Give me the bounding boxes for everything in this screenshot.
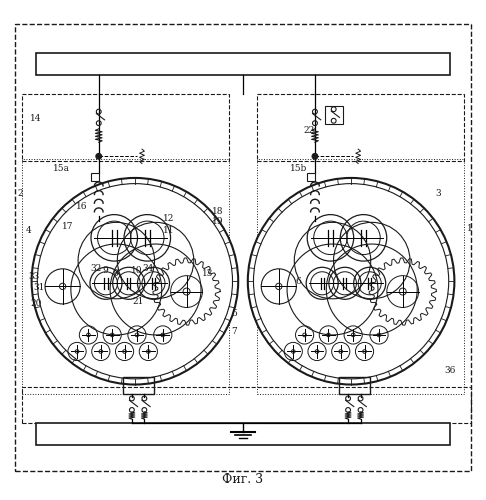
Text: 5: 5 (231, 309, 237, 318)
Text: 2: 2 (17, 189, 23, 198)
Text: 17: 17 (62, 222, 74, 232)
Bar (339, 378, 370, 394)
Text: 31: 31 (34, 283, 45, 292)
Bar (22, 387, 471, 423)
Text: 7: 7 (231, 327, 237, 336)
Bar (36, 423, 450, 444)
Text: 15a: 15a (53, 164, 70, 173)
Bar (22, 158, 228, 394)
Text: 12: 12 (163, 214, 174, 224)
Circle shape (248, 178, 454, 384)
Text: 18: 18 (212, 207, 223, 216)
Bar (122, 378, 154, 394)
Text: 19: 19 (212, 216, 223, 226)
Circle shape (96, 154, 102, 159)
Text: 6: 6 (296, 276, 302, 285)
Text: 4: 4 (26, 226, 32, 235)
Bar (22, 94, 228, 161)
Text: 36: 36 (445, 366, 456, 374)
Text: 34: 34 (142, 264, 154, 273)
Text: 14: 14 (30, 114, 42, 124)
Text: 3: 3 (435, 189, 441, 198)
Text: 11: 11 (163, 226, 175, 235)
Text: 22: 22 (303, 126, 314, 136)
Bar (36, 53, 450, 74)
Text: 21: 21 (133, 297, 144, 306)
Text: 15b: 15b (290, 164, 307, 173)
Bar (258, 158, 464, 394)
Circle shape (32, 178, 238, 384)
Bar (307, 174, 315, 180)
Bar (325, 106, 343, 124)
Text: 10: 10 (131, 266, 142, 274)
Text: 16: 16 (76, 202, 87, 211)
Text: 13: 13 (202, 268, 213, 278)
Text: Фиг. 3: Фиг. 3 (223, 473, 263, 486)
Text: 33: 33 (28, 272, 39, 281)
Circle shape (312, 154, 318, 159)
Text: 1: 1 (468, 224, 473, 233)
Text: 9: 9 (103, 266, 108, 274)
Text: 8: 8 (112, 268, 118, 278)
Bar (258, 94, 464, 161)
Text: 32: 32 (91, 264, 102, 273)
Bar (91, 174, 99, 180)
Text: 20: 20 (30, 300, 41, 308)
